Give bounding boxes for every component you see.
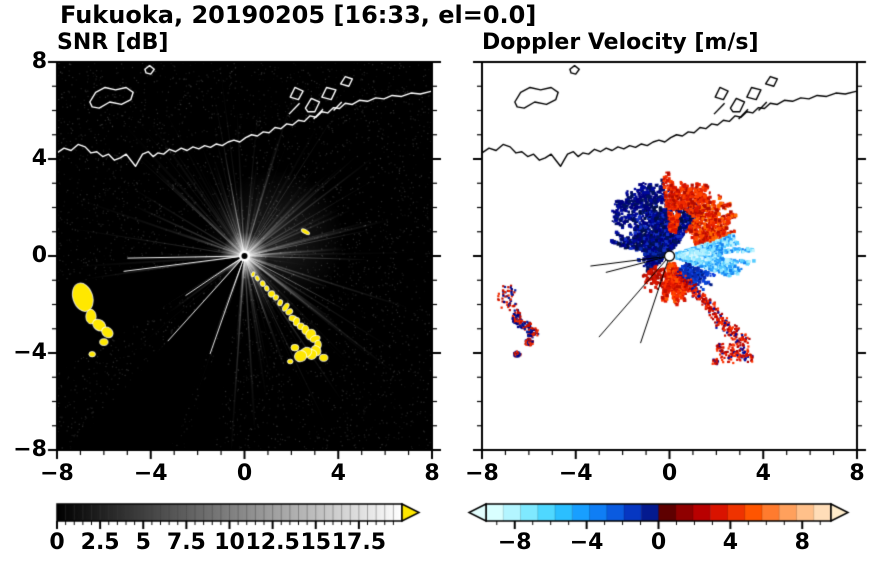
snr-panel-title: SNR [dB] — [57, 30, 169, 55]
doppler-panel-title: Doppler Velocity [m/s] — [482, 30, 759, 55]
figure-title: Fukuoka, 20190205 [16:33, el=0.0] — [60, 1, 537, 29]
